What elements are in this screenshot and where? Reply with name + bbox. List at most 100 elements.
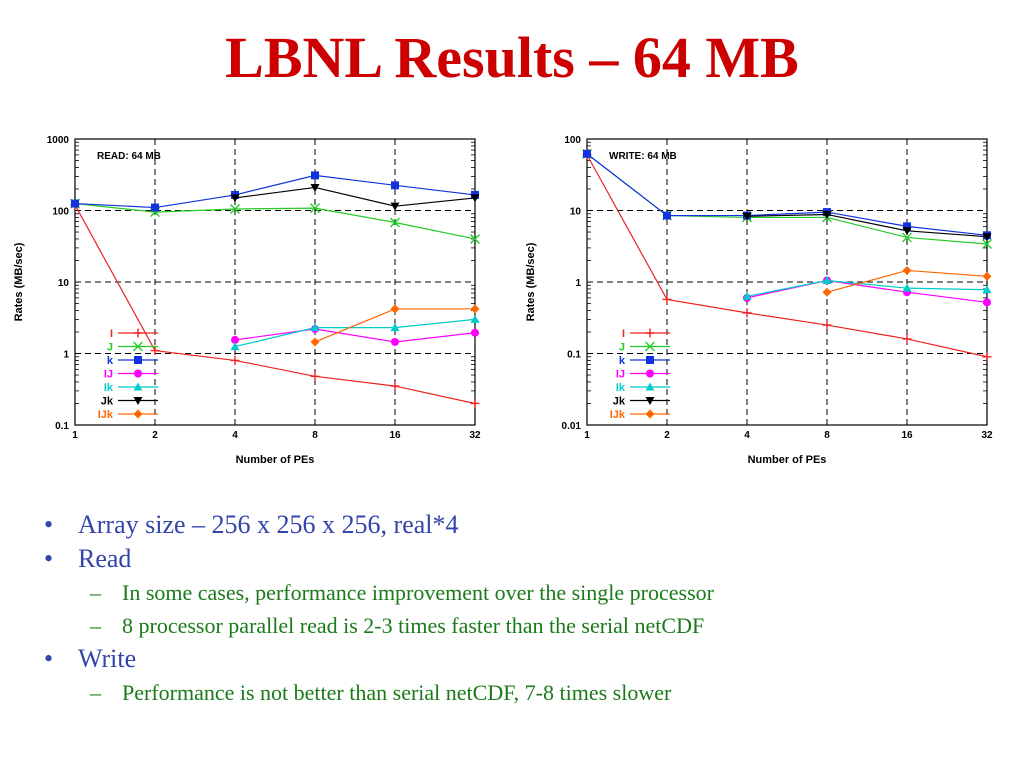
x-tick-label: 4 xyxy=(232,430,238,441)
y-tick-label: 100 xyxy=(564,135,581,146)
y-tick-label: 10 xyxy=(570,207,582,218)
data-point-i xyxy=(662,294,672,304)
x-tick-label: 32 xyxy=(469,430,481,441)
legend-marker-k xyxy=(134,356,142,364)
data-point-ik xyxy=(390,323,400,332)
series-line-ij xyxy=(234,328,476,343)
x-tick-label: 2 xyxy=(664,430,670,441)
data-point-k xyxy=(663,211,671,220)
write-chart: 1 2 4 8 16 32 0.01 0.1 1 10 100 Number of PEs Rates … xyxy=(525,135,993,466)
bullet-write: Write Performance is not better than ser… xyxy=(44,642,1004,709)
y-axis-label: Rates (MB/sec) xyxy=(525,242,537,321)
data-point-ik xyxy=(902,283,912,292)
x-tick-label: 32 xyxy=(981,430,993,441)
series-jk xyxy=(742,210,992,242)
data-point-i xyxy=(390,381,400,391)
data-point-j xyxy=(470,233,480,244)
data-point-ik xyxy=(470,314,480,323)
data-point-jk xyxy=(982,233,992,242)
legend-marker-ijk xyxy=(645,409,655,419)
legend-label-jk: Jk xyxy=(613,396,626,408)
legend-marker-jk xyxy=(645,397,655,405)
data-point-i xyxy=(902,334,912,344)
data-point-ik xyxy=(230,342,240,351)
legend-label-j: J xyxy=(619,342,625,354)
series-j xyxy=(70,198,480,244)
bullet-list: Array size – 256 x 256 x 256, real*4 Rea… xyxy=(44,508,1004,709)
data-point-ij xyxy=(231,335,239,344)
bullet-text: Write xyxy=(78,644,137,673)
data-point-jk xyxy=(902,227,912,236)
legend-marker-j xyxy=(133,341,143,352)
data-point-jk xyxy=(230,194,240,203)
x-axis-label: Number of PEs xyxy=(236,454,315,466)
grid xyxy=(75,139,475,425)
data-point-i xyxy=(150,346,160,356)
data-point-k xyxy=(903,222,911,231)
data-point-ik xyxy=(742,291,752,300)
series-ik xyxy=(230,314,480,351)
x-axis-label: Number of PEs xyxy=(748,454,827,466)
y-tick-label: 0.01 xyxy=(562,421,582,432)
series-line-j xyxy=(586,153,988,245)
series-line-i xyxy=(74,204,476,405)
y-axis-label: Rates (MB/sec) xyxy=(13,242,25,321)
series-line-i xyxy=(586,154,988,358)
legend-label-j: J xyxy=(107,342,113,354)
data-point-jk xyxy=(742,212,752,221)
sub-bullet: 8 processor parallel read is 2-3 times f… xyxy=(78,609,1004,642)
data-point-i xyxy=(982,352,992,362)
series-line-k xyxy=(586,153,988,236)
series-i xyxy=(70,200,480,408)
data-point-j xyxy=(230,203,240,214)
data-point-i xyxy=(742,308,752,318)
plot-frame xyxy=(586,138,988,426)
bullet-text: Read xyxy=(78,544,132,573)
series-line-j xyxy=(74,202,476,240)
data-point-j xyxy=(310,203,320,214)
legend-label-ij: IJ xyxy=(104,369,113,381)
y-minor-ticks xyxy=(75,141,475,404)
series-line-ik xyxy=(234,318,476,348)
legend-label-ij: IJ xyxy=(616,369,625,381)
y-tick-label: 1 xyxy=(63,350,69,361)
data-point-k xyxy=(71,199,79,208)
series-line-jk xyxy=(234,186,476,207)
series-ik xyxy=(742,275,992,300)
data-point-jk xyxy=(822,210,832,219)
x-tick-label: 1 xyxy=(72,430,78,441)
y-tick-label: 1000 xyxy=(47,135,70,146)
series-line-jk xyxy=(746,213,988,238)
legend-marker-ik xyxy=(133,382,143,391)
data-point-ijk xyxy=(310,337,320,347)
bullet-array-size: Array size – 256 x 256 x 256, real*4 xyxy=(44,508,1004,542)
data-point-k xyxy=(583,149,591,158)
legend-label-k: k xyxy=(619,355,626,367)
data-point-j xyxy=(390,217,400,228)
panel-label: READ: 64 MB xyxy=(97,151,161,162)
legend-marker-i xyxy=(645,328,655,338)
legend-label-i: I xyxy=(110,328,113,340)
slide-title: LBNL Results – 64 MB xyxy=(225,25,799,90)
y-minor-ticks xyxy=(587,141,987,404)
y-tick-label: 1 xyxy=(575,278,581,289)
data-point-i xyxy=(470,398,480,408)
data-point-k xyxy=(391,181,399,190)
bullet-read: Read In some cases, performance improvem… xyxy=(44,542,1004,642)
series-ij xyxy=(231,325,479,346)
y-tick-label: 0.1 xyxy=(567,350,581,361)
series-j xyxy=(582,148,992,249)
legend-marker-k xyxy=(646,356,654,364)
legend-marker-ij xyxy=(134,369,142,378)
series-ijk xyxy=(822,265,992,297)
legend-marker-j xyxy=(645,341,655,352)
data-point-jk xyxy=(470,194,480,203)
legend-marker-ijk xyxy=(133,409,143,419)
x-tick-label: 4 xyxy=(744,430,750,441)
write-sub-list: Performance is not better than serial ne… xyxy=(78,676,1004,709)
data-point-ijk xyxy=(982,271,992,281)
read-sub-list: In some cases, performance improvement o… xyxy=(78,576,1004,642)
